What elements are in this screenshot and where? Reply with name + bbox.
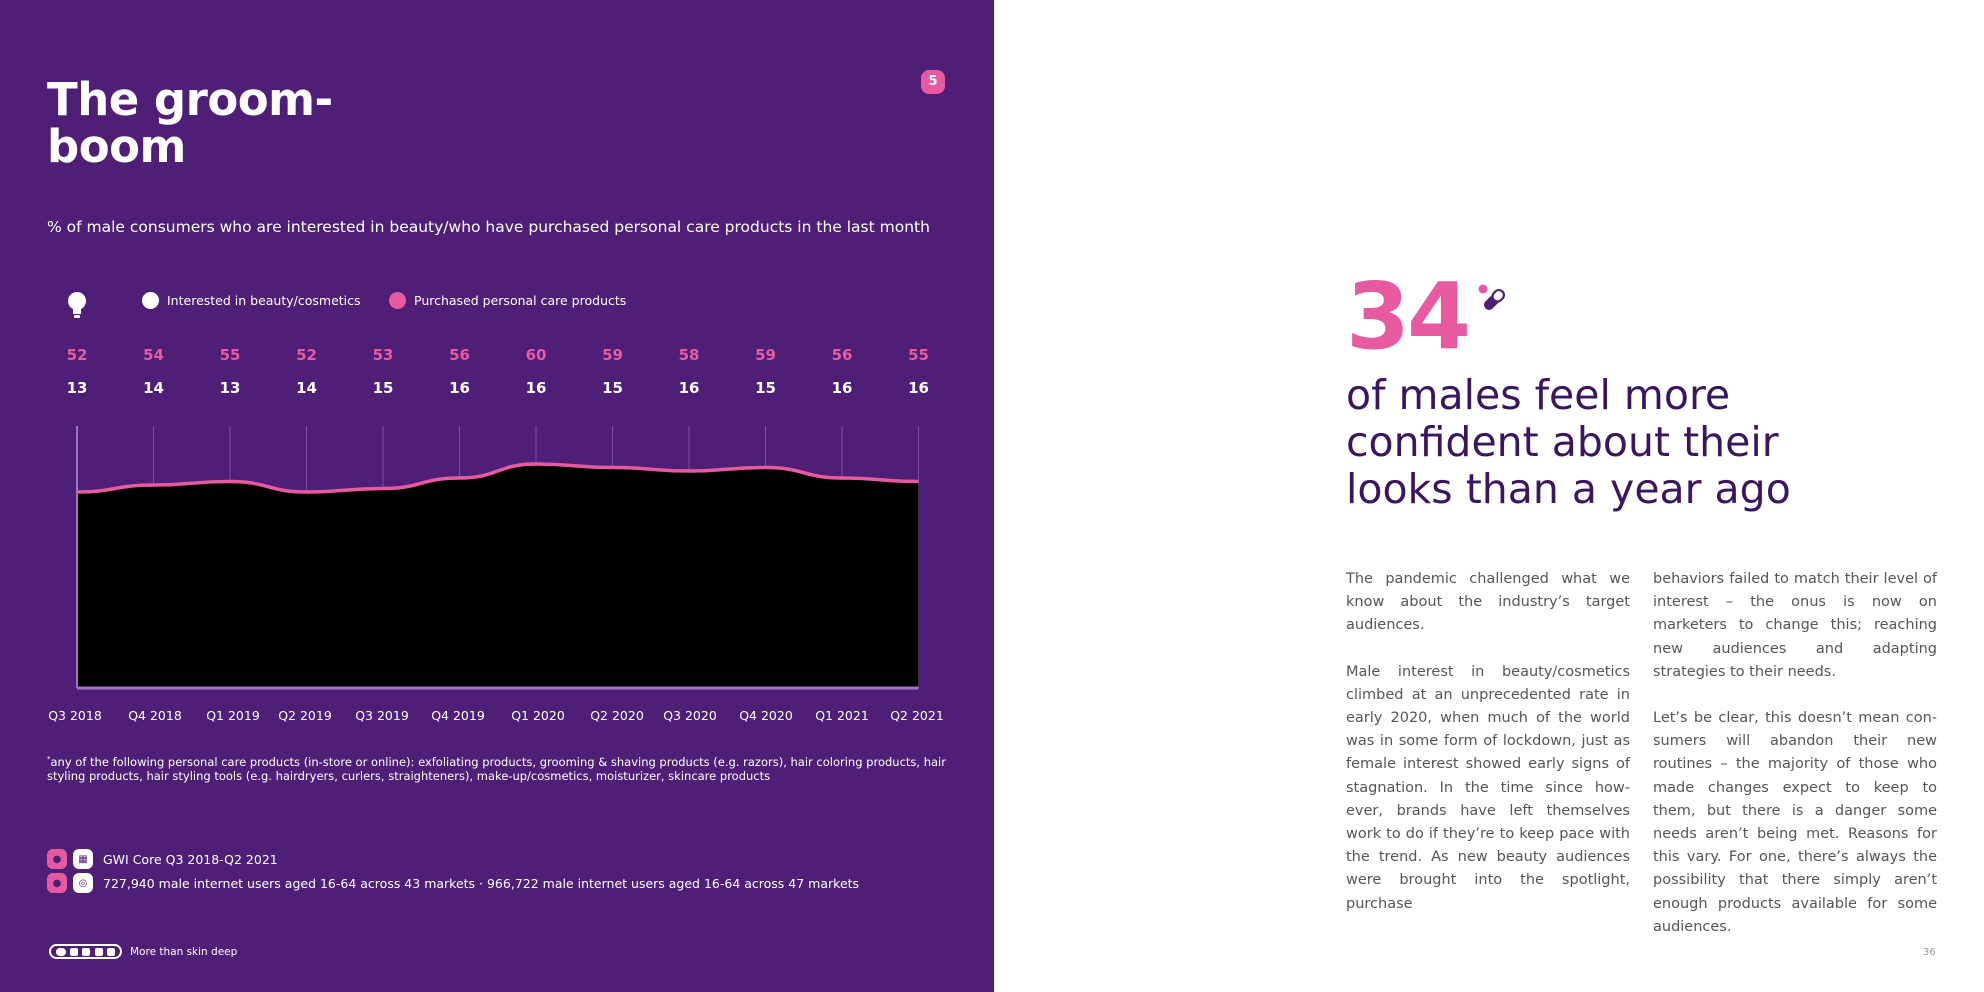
x-tick-label: Q3 2020: [663, 708, 717, 723]
data-label-purchased: 55: [220, 346, 241, 364]
chart-subtitle: % of male consumers who are interested i…: [47, 218, 930, 236]
data-label-purchased: 55: [908, 346, 929, 364]
x-tick-label: Q3 2018: [48, 708, 102, 723]
legend-label-purchased: Purchased personal care products: [414, 293, 627, 308]
data-label-interested: 15: [755, 379, 776, 397]
page-badge: 5: [921, 70, 945, 94]
data-label-interested: 16: [679, 379, 700, 397]
paragraph: Let’s be clear, this doesn’t mean con-su…: [1653, 710, 1937, 935]
data-label-interested: 13: [220, 379, 241, 397]
x-tick-label: Q2 2020: [590, 708, 644, 723]
series-line-purchased: [76, 462, 919, 494]
legend-label-interested: Interested in beauty/cosmetics: [167, 293, 361, 308]
stat-headline: of males feel more confident about their…: [1346, 371, 1791, 513]
x-tick-label: Q1 2019: [206, 708, 260, 723]
data-label-purchased: 58: [679, 346, 700, 364]
paragraph: Male interest in beauty/cosmetics climbe…: [1346, 663, 1630, 912]
paragraph: behaviors failed to match their level of…: [1653, 571, 1937, 680]
data-label-interested: 13: [67, 379, 88, 397]
data-label-purchased: 54: [143, 346, 164, 364]
x-tick-label: Q3 2019: [355, 708, 409, 723]
x-tick-label: Q4 2020: [739, 708, 793, 723]
source-text: GWI Core Q3 2018-Q2 2021: [103, 851, 278, 867]
text-panel: [994, 0, 1984, 992]
x-tick-label: Q2 2021: [890, 708, 944, 723]
chart-footnote: *any of the following personal care prod…: [47, 752, 947, 783]
globe-icon: ●: [47, 849, 67, 869]
data-label-purchased: 60: [526, 346, 547, 364]
footer-label: More than skin deep: [130, 945, 238, 958]
footnote-text: any of the following personal care produ…: [47, 754, 946, 783]
x-tick-label: Q4 2018: [128, 708, 182, 723]
paragraph: The pandemic challenged what we know abo…: [1346, 571, 1630, 634]
sample-text: 727,940 male internet users aged 16-64 a…: [103, 875, 860, 891]
area-fill: [77, 464, 919, 688]
data-label-interested: 14: [143, 379, 164, 397]
data-label-purchased: 56: [832, 346, 853, 364]
x-tick-label: Q4 2019: [431, 708, 485, 723]
legend-dot-pink: [389, 292, 406, 309]
progress-dots-icon: [49, 944, 122, 959]
data-label-interested: 16: [526, 379, 547, 397]
stat-number: 34: [1346, 263, 1471, 370]
footer: More than skin deep: [49, 944, 237, 959]
chart-panel: The groom-boom 5 % of male consumers who…: [0, 0, 994, 992]
x-tick-label: Q1 2021: [815, 708, 869, 723]
source-row-1: ● ▦ GWI Core Q3 2018-Q2 2021: [47, 849, 278, 869]
data-label-purchased: 52: [67, 346, 88, 364]
data-label-interested: 16: [449, 379, 470, 397]
calendar-icon: ▦: [73, 849, 93, 869]
data-label-purchased: 59: [755, 346, 776, 364]
page-number: 36: [1923, 947, 1936, 958]
body-column-2: behaviors failed to match their level of…: [1653, 568, 1937, 962]
data-label-purchased: 53: [373, 346, 394, 364]
data-label-purchased: 52: [296, 346, 317, 364]
footnote-mark: *: [47, 755, 51, 763]
pill-icon: [1478, 284, 1506, 310]
data-label-purchased: 56: [449, 346, 470, 364]
area-chart: 52 13 54 14 55 13 52 14 53 15 56 16 60 16 59 15 58 16 59 15…: [48, 346, 944, 723]
lightbulb-icon: [68, 292, 86, 318]
legend-item-interested: Interested in beauty/cosmetics: [142, 292, 361, 309]
data-label-interested: 15: [602, 379, 623, 397]
legend-item-purchased: Purchased personal care products: [389, 292, 626, 309]
source-row-2: ● ◎ 727,940 male internet users aged 16-…: [47, 873, 859, 893]
legend-dot-white: [142, 292, 159, 309]
body-column-1: The pandemic challenged what we know abo…: [1346, 568, 1630, 939]
data-label-interested: 14: [296, 379, 317, 397]
sample-icon: ◎: [73, 873, 93, 893]
x-tick-label: Q2 2019: [278, 708, 332, 723]
data-label-interested: 16: [832, 379, 853, 397]
page-title: The groom-boom: [47, 73, 333, 173]
users-icon: ●: [47, 873, 67, 893]
data-label-interested: 16: [908, 379, 929, 397]
data-label-purchased: 59: [602, 346, 623, 364]
x-tick-label: Q1 2020: [511, 708, 565, 723]
data-label-interested: 15: [373, 379, 394, 397]
